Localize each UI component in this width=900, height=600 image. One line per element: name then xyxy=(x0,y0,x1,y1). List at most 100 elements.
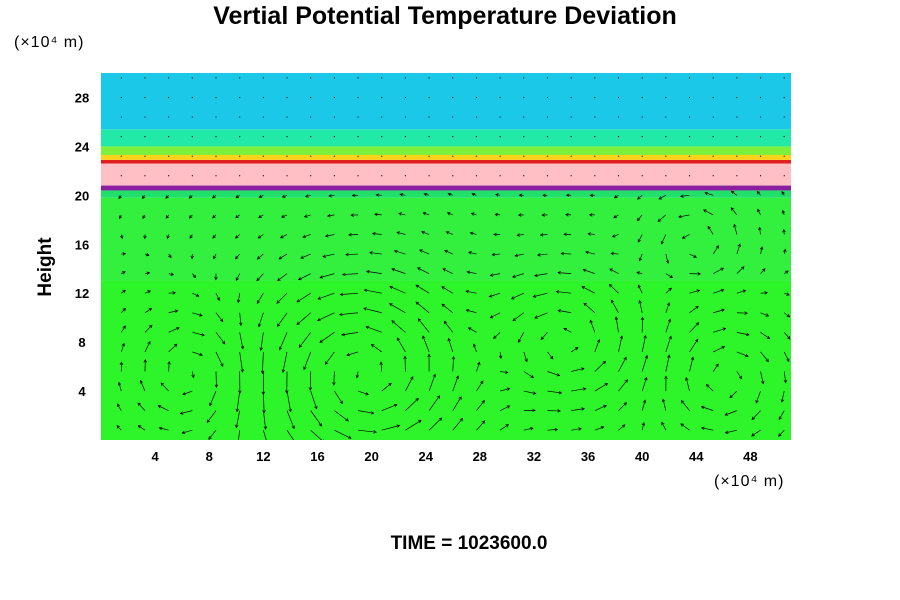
vector-arrow xyxy=(189,234,193,239)
vector-arrow xyxy=(168,273,174,276)
vector-arrow xyxy=(641,335,646,352)
vector-arrowhead xyxy=(195,293,200,297)
vector-arrow xyxy=(701,406,714,411)
color-band-0 xyxy=(101,280,791,440)
vector-arrow xyxy=(374,213,382,216)
vector-arrowhead xyxy=(119,215,123,220)
vector-arrow xyxy=(499,424,509,431)
vector-arrow xyxy=(422,335,430,353)
vector-arrow xyxy=(256,293,264,304)
vector-arrowhead xyxy=(345,252,349,257)
vector-arrowhead xyxy=(556,373,561,377)
vector-arrowhead xyxy=(237,440,240,443)
vector-arrow xyxy=(405,420,422,431)
vector-arrowhead xyxy=(530,426,534,431)
vector-dot xyxy=(617,96,620,99)
vector-arrowhead xyxy=(240,369,244,373)
vector-arrowhead xyxy=(347,435,352,439)
vector-arrowhead xyxy=(613,214,617,219)
vector-arrowhead xyxy=(303,366,307,371)
vector-arrow xyxy=(346,351,359,356)
vector-arrowhead xyxy=(580,367,585,371)
vector-arrow xyxy=(760,351,769,362)
vector-arrow xyxy=(736,371,742,379)
vector-arrow xyxy=(783,371,787,383)
vector-arrow xyxy=(345,253,359,256)
vector-dot xyxy=(215,175,217,177)
vector-arrow xyxy=(396,337,406,353)
vector-arrowhead xyxy=(302,234,307,239)
vector-arrow xyxy=(180,410,193,414)
vector-dot xyxy=(428,77,430,79)
vector-dot xyxy=(168,77,170,79)
vector-arrow xyxy=(492,253,501,256)
x-tick-label: 36 xyxy=(581,449,595,464)
vector-arrow xyxy=(782,210,785,216)
vector-arrowhead xyxy=(432,373,436,378)
vector-arrowhead xyxy=(557,409,561,413)
vector-dot xyxy=(499,136,501,138)
vector-arrowhead xyxy=(715,245,719,249)
vector-arrow xyxy=(665,355,670,372)
vector-dot xyxy=(404,116,407,118)
vector-arrowhead xyxy=(304,194,309,198)
vector-arrow xyxy=(446,231,453,235)
vector-arrowhead xyxy=(374,212,378,217)
vector-arrowhead xyxy=(724,430,729,434)
x-tick-label: 4 xyxy=(152,449,160,464)
vector-arrowhead xyxy=(759,246,764,250)
vector-arrow xyxy=(282,195,288,198)
vector-arrow xyxy=(263,410,266,430)
vector-arrowhead xyxy=(122,307,127,312)
vector-arrow xyxy=(372,233,382,235)
vector-dot xyxy=(168,175,170,177)
vector-arrow xyxy=(618,379,628,392)
vector-arrowhead xyxy=(534,315,538,319)
vector-arrowhead xyxy=(118,195,122,200)
vector-arrowhead xyxy=(756,190,761,195)
vector-arrowhead xyxy=(256,256,261,260)
vector-arrowhead xyxy=(517,339,522,343)
vector-arrowhead xyxy=(667,354,671,359)
vector-arrow xyxy=(192,292,199,297)
vector-dot xyxy=(570,136,572,138)
vector-arrow xyxy=(783,351,790,362)
vector-arrow xyxy=(594,361,606,372)
vector-dot xyxy=(759,116,762,118)
vector-arrowhead xyxy=(740,266,745,270)
vector-arrowhead xyxy=(765,313,770,317)
vector-dot xyxy=(262,175,264,177)
vector-arrow xyxy=(405,376,414,392)
vector-arrowhead xyxy=(585,250,589,255)
vector-arrow xyxy=(299,332,311,348)
vector-arrowhead xyxy=(443,320,448,325)
vector-arrowhead xyxy=(636,271,640,275)
vector-dot xyxy=(310,155,312,157)
vector-arrowhead xyxy=(298,344,303,348)
vector-arrowhead xyxy=(537,253,541,257)
vector-arrow xyxy=(499,405,510,411)
vector-arrowhead xyxy=(506,405,511,409)
vector-arrowhead xyxy=(314,405,318,410)
vector-dot xyxy=(357,175,359,177)
vector-arrowhead xyxy=(417,318,422,322)
vector-arrowhead xyxy=(751,416,756,421)
vector-arrowhead xyxy=(208,436,212,440)
vector-arrowhead xyxy=(660,240,665,245)
vector-dot xyxy=(239,155,241,157)
vector-arrow xyxy=(476,420,485,431)
vector-arrowhead xyxy=(705,384,710,388)
vector-dot xyxy=(428,175,430,177)
vector-arrowhead xyxy=(680,194,684,198)
vector-dot xyxy=(262,77,264,79)
vector-arrowhead xyxy=(611,234,616,238)
vector-arrow xyxy=(442,268,453,274)
vector-arrow xyxy=(325,234,335,237)
vector-arrow xyxy=(561,253,572,255)
vector-arrowhead xyxy=(445,231,450,235)
vector-arrow xyxy=(340,292,359,295)
vector-arrow xyxy=(364,289,382,294)
vector-dot xyxy=(310,77,312,79)
vector-arrow xyxy=(731,190,738,196)
vector-arrow xyxy=(637,234,643,243)
